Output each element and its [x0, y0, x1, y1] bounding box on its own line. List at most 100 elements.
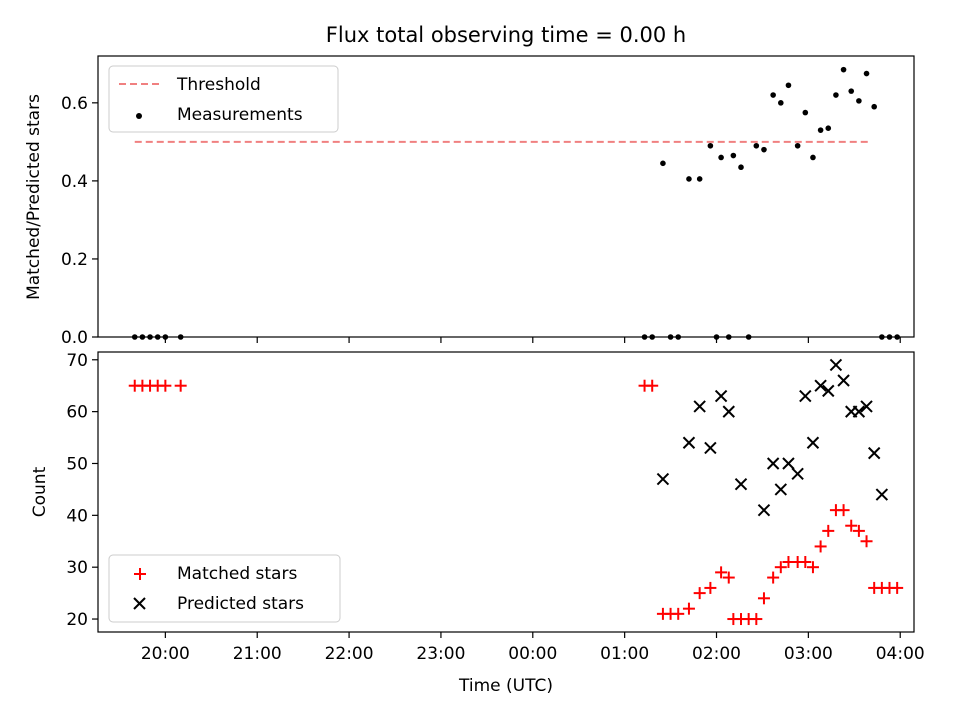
- predicted-star-point: [875, 488, 889, 501]
- measurement-point: [718, 154, 724, 161]
- predicted-star-point: [837, 374, 850, 387]
- legend-measurements-swatch: [136, 113, 142, 119]
- top-legend-box: [108, 65, 339, 133]
- x-tick-label: 22:00: [325, 644, 374, 664]
- measurement-point: [660, 160, 666, 167]
- matched-star-point: [159, 379, 172, 392]
- top-y-tick-label: 0.4: [61, 172, 88, 192]
- measurement-point: [825, 125, 832, 132]
- predicted-star-point: [782, 457, 795, 470]
- matched-star-point: [822, 524, 835, 537]
- measurement-point: [696, 176, 703, 182]
- top-y-axis-label: Matched/Predicted stars: [24, 94, 44, 300]
- predicted-star-point: [852, 405, 866, 418]
- x-tick-label: 21:00: [233, 644, 282, 664]
- predicted-star-point: [757, 503, 771, 517]
- bottom-y-axis-label: Count: [30, 466, 50, 517]
- x-tick-label: 00:00: [508, 644, 557, 664]
- top-y-axis: 0.0 0.2 0.4 0.6: [61, 94, 98, 348]
- top-x-ticks: [164, 337, 901, 343]
- legend-measurements-label: Measurements: [177, 105, 303, 125]
- x-tick-label: 01:00: [600, 644, 649, 664]
- predicted-star-point: [867, 446, 881, 460]
- matched-star-point: [837, 504, 850, 517]
- matched-star-point: [891, 581, 904, 594]
- predicted-star-point: [722, 405, 735, 418]
- measurement-point: [778, 100, 784, 106]
- measurement-point: [770, 92, 776, 98]
- measurement-point: [863, 70, 870, 77]
- matched-star-point: [799, 556, 812, 568]
- matched-star-point: [715, 566, 728, 579]
- bottom-y-tick-label: 30: [66, 558, 88, 578]
- predicted-star-point: [704, 441, 717, 455]
- bottom-y-tick-label: 70: [66, 351, 88, 371]
- matched-star-point: [672, 607, 685, 620]
- bottom-y-tick-label: 50: [66, 454, 88, 474]
- predicted-star-point: [766, 457, 780, 470]
- bottom-y-tick-label: 20: [66, 610, 88, 630]
- predicted-star-point: [822, 384, 835, 398]
- bottom-plot: 20 30 40 50 60 70 20:00 21:00 22:00 23:00 00:00 01…: [30, 351, 925, 696]
- x-tick-label: 03:00: [784, 644, 833, 664]
- measurement-point: [738, 164, 744, 171]
- measurement-point: [785, 82, 792, 89]
- measurement-point: [707, 142, 714, 149]
- measurement-point: [686, 176, 692, 182]
- matched-star-point: [174, 379, 187, 392]
- chart-title: Flux total observing time = 0.00 h: [326, 23, 686, 47]
- bottom-plot-frame: [97, 351, 915, 633]
- predicted-star-point: [814, 379, 827, 392]
- predicted-star-point: [693, 400, 706, 413]
- matched-star-point: [814, 540, 827, 553]
- top-y-tick-label: 0.6: [61, 94, 88, 114]
- bottom-legend-box: [108, 554, 341, 623]
- predicted-star-point: [734, 478, 748, 491]
- x-tick-label: 20:00: [141, 644, 190, 664]
- matched-star-point: [774, 561, 787, 574]
- measurement-point: [802, 109, 809, 116]
- bottom-y-axis: 20 30 40 50 60 70: [66, 351, 98, 630]
- x-tick-label: 02:00: [692, 644, 741, 664]
- top-legend: Threshold Measurements: [108, 65, 339, 133]
- measurement-point: [848, 88, 855, 94]
- matched-star-point: [757, 592, 770, 605]
- legend-matched-swatch: [134, 568, 146, 580]
- matched-star-point: [704, 581, 717, 594]
- legend-predicted-label: Predicted stars: [177, 594, 304, 614]
- measurement-point: [730, 152, 737, 159]
- matched-star-point: [646, 379, 659, 392]
- top-y-tick-label: 0.2: [61, 250, 88, 270]
- legend-matched-label: Matched stars: [177, 564, 297, 584]
- bottom-y-tick-label: 40: [66, 506, 88, 526]
- predicted-star-point: [829, 358, 843, 372]
- predicted-star-point: [656, 472, 670, 486]
- legend-predicted-swatch: [133, 597, 146, 610]
- predicted-star-point: [682, 436, 696, 449]
- top-plot-frame: [97, 55, 915, 338]
- measurement-point: [856, 98, 862, 104]
- measurement-point: [761, 146, 767, 153]
- measurement-point: [753, 142, 760, 149]
- measurement-point: [871, 103, 877, 110]
- bottom-legend: Matched stars Predicted stars: [108, 554, 341, 623]
- top-y-tick-label: 0.0: [61, 328, 88, 348]
- matched-star-point: [860, 535, 873, 548]
- x-axis-label: Time (UTC): [458, 676, 553, 696]
- matched-star-point: [693, 587, 706, 600]
- matched-star-point: [722, 571, 735, 584]
- predicted-star-point: [791, 467, 804, 481]
- measurement-point: [817, 127, 824, 133]
- matched-star-point: [750, 613, 763, 626]
- predicted-star-point: [860, 400, 873, 413]
- measurement-point: [794, 142, 801, 149]
- bottom-x-axis: 20:00 21:00 22:00 23:00 00:00 01:00 02:00 03:00…: [141, 632, 925, 664]
- measurement-point: [810, 154, 816, 161]
- x-tick-label: 23:00: [416, 644, 465, 664]
- bottom-y-tick-label: 60: [66, 403, 88, 423]
- predicted-star-point: [774, 483, 788, 496]
- top-plot: 0.0 0.2 0.4 0.6 Matched/Predicted stars Thr…: [24, 55, 915, 348]
- matched-star-point: [845, 519, 858, 532]
- predicted-star-point: [799, 389, 812, 403]
